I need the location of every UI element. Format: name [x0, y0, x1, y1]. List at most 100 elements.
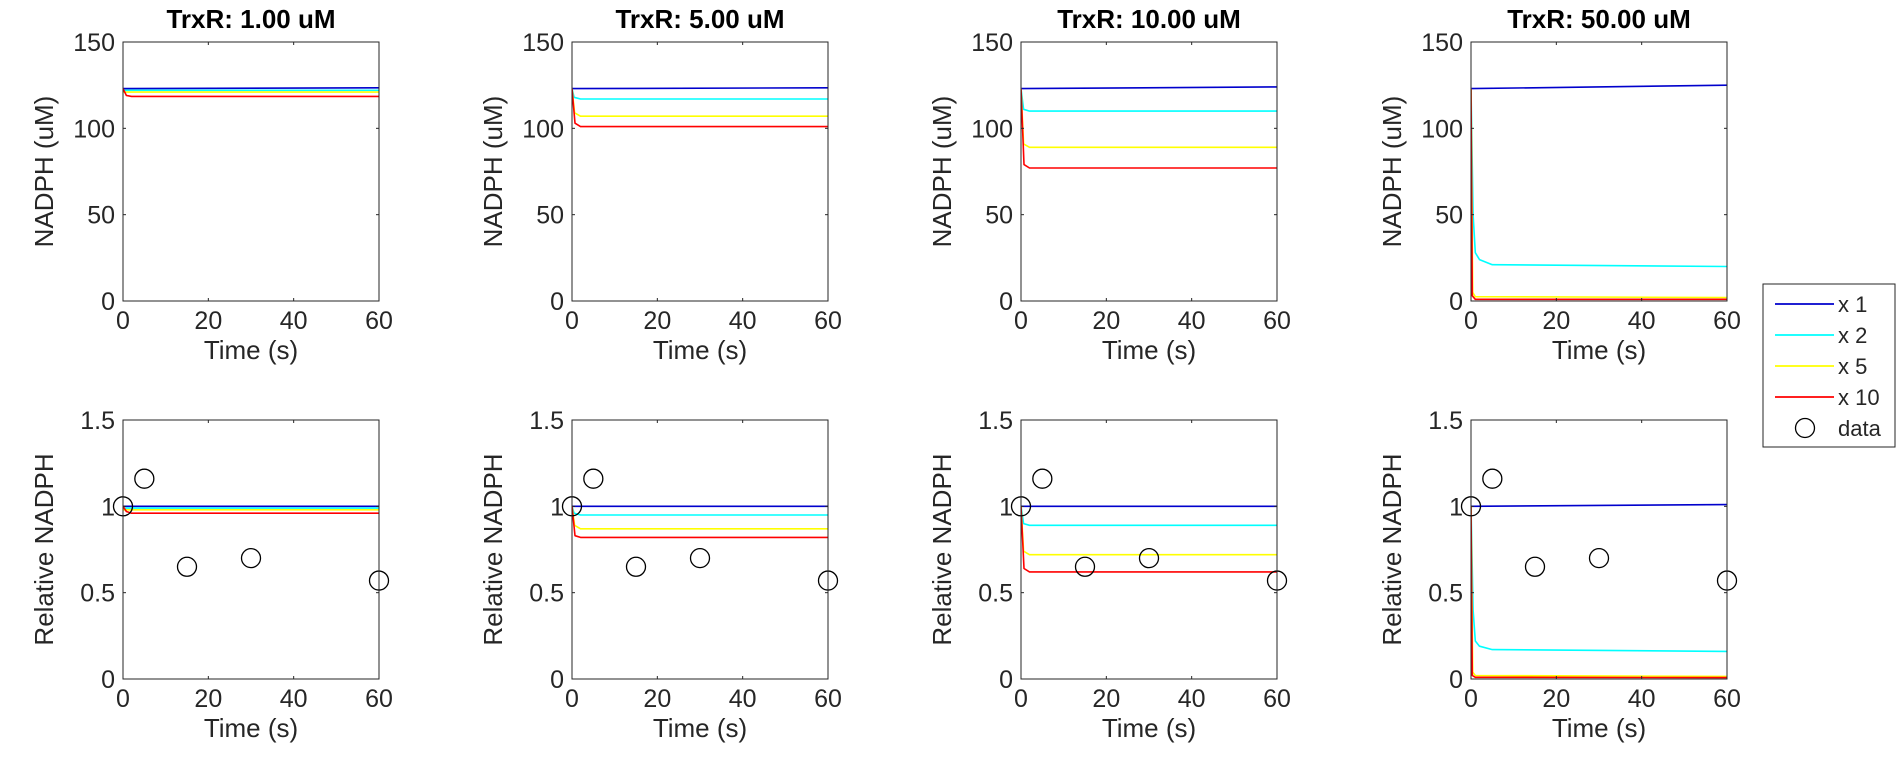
y-tick-label: 1 — [999, 493, 1013, 521]
plot-area — [1471, 420, 1727, 679]
y-tick-label: 50 — [87, 202, 115, 230]
legend-label: x 1 — [1838, 292, 1867, 317]
x-axis-label: Time (s) — [1552, 335, 1646, 365]
series-line-x2 — [1471, 88, 1727, 268]
y-tick-label: 0 — [101, 666, 115, 694]
y-tick-label: 150 — [1421, 29, 1463, 57]
data-point — [1524, 556, 1546, 577]
subplot-6: 0 20 40 60 0 0.5 1 1.5 Time (s) Relative NADPH — [478, 407, 842, 743]
legend-label: x 5 — [1838, 354, 1867, 379]
x-tick-label: 40 — [1628, 307, 1656, 335]
series-line-x10 — [123, 505, 379, 515]
series-line-x1 — [123, 87, 379, 90]
x-axis-label: Time (s) — [1552, 713, 1646, 743]
series-group — [572, 87, 828, 128]
y-tick-label: 0.5 — [529, 580, 564, 608]
series-line-x1 — [572, 87, 828, 90]
y-tick-label: 0.5 — [80, 580, 115, 608]
x-tick-label: 60 — [1713, 685, 1741, 713]
data-point — [134, 468, 155, 489]
axes-frame — [122, 419, 380, 680]
y-axis-label: Relative NADPH — [29, 453, 59, 645]
y-tick-label: 1.5 — [978, 407, 1013, 435]
x-tick-label: 0 — [1464, 307, 1478, 335]
x-tick-label: 20 — [1542, 307, 1570, 335]
y-tick-label: 150 — [73, 29, 115, 57]
y-axis-label: NADPH (uM) — [927, 96, 957, 248]
y-tick-label: 1 — [101, 493, 115, 521]
x-tick-label: 60 — [1713, 307, 1741, 335]
y-tick-label: 0 — [999, 288, 1013, 316]
legend-entry: x 5 — [1775, 354, 1867, 379]
subplot-7: 0 20 40 60 0 0.5 1 1.5 Time (s) Relative NADPH — [927, 407, 1291, 743]
data-point — [1032, 468, 1053, 489]
y-axis-label: Relative NADPH — [478, 453, 508, 645]
subplot-title: TrxR: 10.00 uM — [1057, 4, 1241, 34]
y-tick-label: 50 — [1435, 202, 1463, 230]
series-line-x1 — [1021, 86, 1277, 90]
x-tick-label: 40 — [729, 307, 757, 335]
y-tick-label: 150 — [522, 29, 564, 57]
y-tick-label: 0.5 — [1428, 580, 1463, 608]
x-tick-label: 20 — [1542, 685, 1570, 713]
plot-area — [572, 420, 828, 679]
subplot-1: 0 20 40 60 0 50 100 150 Time (s) NADPH (uM) TrxR: … — [29, 4, 393, 365]
series-line-x2 — [1021, 88, 1277, 112]
x-tick-label: 0 — [565, 307, 579, 335]
y-axis-label: Relative NADPH — [1377, 453, 1407, 645]
y-axis-label: NADPH (uM) — [29, 96, 59, 248]
y-tick-label: 50 — [536, 202, 564, 230]
y-tick-label: 150 — [971, 29, 1013, 57]
series-line-x1 — [1471, 503, 1727, 508]
series-line-x10 — [123, 88, 379, 98]
x-tick-label: 60 — [365, 307, 393, 335]
data-point — [1138, 547, 1160, 569]
subplot-4: 0 20 40 60 0 50 100 150 Time (s) NADPH (uM) TrxR: … — [1377, 4, 1741, 365]
axes-frame — [1020, 419, 1278, 680]
x-tick-label: 0 — [116, 307, 130, 335]
plot-area — [1021, 420, 1277, 679]
subplot-3: 0 20 40 60 0 50 100 150 Time (s) NADPH (uM) TrxR: … — [927, 4, 1291, 365]
subplot-title: TrxR: 1.00 uM — [166, 4, 335, 34]
axes-frame — [571, 41, 829, 302]
axes-frame — [1020, 41, 1278, 302]
x-tick-label: 0 — [1014, 307, 1028, 335]
x-tick-label: 40 — [1178, 307, 1206, 335]
series-line-x10 — [1021, 506, 1277, 573]
x-axis-label: Time (s) — [653, 335, 747, 365]
x-tick-label: 20 — [1092, 307, 1120, 335]
x-tick-label: 20 — [643, 685, 671, 713]
y-axis-label: NADPH (uM) — [1377, 96, 1407, 248]
y-tick-label: 0 — [999, 666, 1013, 694]
x-axis-label: Time (s) — [204, 713, 298, 743]
data-point — [1482, 468, 1503, 489]
y-tick-label: 100 — [73, 115, 115, 143]
x-tick-label: 40 — [729, 685, 757, 713]
axes-frame — [1470, 41, 1728, 302]
data-point — [1074, 556, 1096, 577]
x-tick-label: 0 — [116, 685, 130, 713]
x-axis-label: Time (s) — [204, 335, 298, 365]
legend-items: x 1 x 2 x 5 x 10 data — [1775, 292, 1882, 441]
series-line-x10 — [1021, 88, 1277, 169]
x-tick-label: 20 — [194, 307, 222, 335]
y-tick-label: 0 — [1449, 666, 1463, 694]
legend: x 1 x 2 x 5 x 10 data — [1762, 283, 1896, 448]
x-axis-label: Time (s) — [1102, 713, 1196, 743]
legend-marker — [1794, 417, 1816, 439]
x-tick-label: 0 — [1014, 685, 1028, 713]
axes-frame — [1470, 419, 1728, 680]
series-line-x10 — [572, 88, 828, 128]
series-line-x10 — [572, 506, 828, 539]
series-line-x10 — [1471, 88, 1727, 301]
y-tick-label: 1.5 — [529, 407, 564, 435]
data-point — [240, 547, 262, 569]
subplot-5: 0 20 40 60 0 0.5 1 1.5 Time (s) Relative NADPH — [29, 407, 393, 743]
series-line-x10 — [1471, 506, 1727, 679]
legend-entry: x 2 — [1775, 323, 1867, 348]
data-point — [176, 556, 198, 577]
x-tick-label: 60 — [1263, 685, 1291, 713]
series-group — [1021, 86, 1277, 169]
